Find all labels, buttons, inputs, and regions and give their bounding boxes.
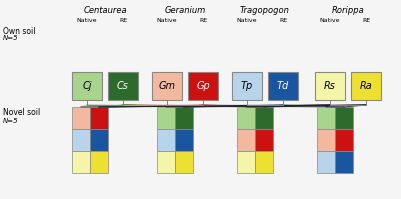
Bar (152, 72, 182, 100)
Text: Rorippa: Rorippa (332, 6, 365, 15)
Bar (255, 151, 273, 173)
Text: Gm: Gm (158, 81, 176, 91)
Bar (175, 107, 193, 129)
Text: N=5: N=5 (3, 35, 18, 41)
Text: Native: Native (237, 18, 257, 23)
Text: Centaurea: Centaurea (83, 6, 127, 15)
Bar (237, 129, 255, 151)
Bar (237, 107, 255, 129)
Bar (268, 72, 298, 100)
Bar (315, 72, 345, 100)
Bar (90, 107, 108, 129)
Bar (255, 129, 273, 151)
Text: N=5: N=5 (3, 118, 18, 124)
Text: Tp: Tp (241, 81, 253, 91)
Bar (335, 151, 353, 173)
Bar (335, 129, 353, 151)
Text: Native: Native (157, 18, 177, 23)
Bar (157, 129, 175, 151)
Text: Gp: Gp (196, 81, 210, 91)
Text: RE: RE (199, 18, 207, 23)
Bar (157, 107, 175, 129)
Text: Cj: Cj (82, 81, 92, 91)
Text: Rs: Rs (324, 81, 336, 91)
Bar (72, 72, 102, 100)
Text: Native: Native (77, 18, 97, 23)
Bar (255, 107, 273, 129)
Text: Own soil: Own soil (3, 27, 36, 36)
Bar (351, 72, 381, 100)
Text: RE: RE (362, 18, 370, 23)
Text: Native: Native (320, 18, 340, 23)
Text: Ra: Ra (360, 81, 373, 91)
Text: Cs: Cs (117, 81, 129, 91)
Bar (90, 151, 108, 173)
Text: Novel soil: Novel soil (3, 108, 40, 117)
Bar (237, 151, 255, 173)
Bar (72, 107, 90, 129)
Bar (317, 151, 335, 173)
Bar (157, 151, 175, 173)
Text: Tragopogon: Tragopogon (240, 6, 290, 15)
Bar (175, 129, 193, 151)
Text: RE: RE (279, 18, 287, 23)
Bar (317, 107, 335, 129)
Text: RE: RE (119, 18, 127, 23)
Bar (232, 72, 262, 100)
Bar (72, 151, 90, 173)
Bar (175, 151, 193, 173)
Text: Td: Td (277, 81, 289, 91)
Bar (90, 129, 108, 151)
Bar (72, 129, 90, 151)
Bar (108, 72, 138, 100)
Bar (188, 72, 218, 100)
Text: Geranium: Geranium (164, 6, 206, 15)
Bar (335, 107, 353, 129)
Bar (317, 129, 335, 151)
